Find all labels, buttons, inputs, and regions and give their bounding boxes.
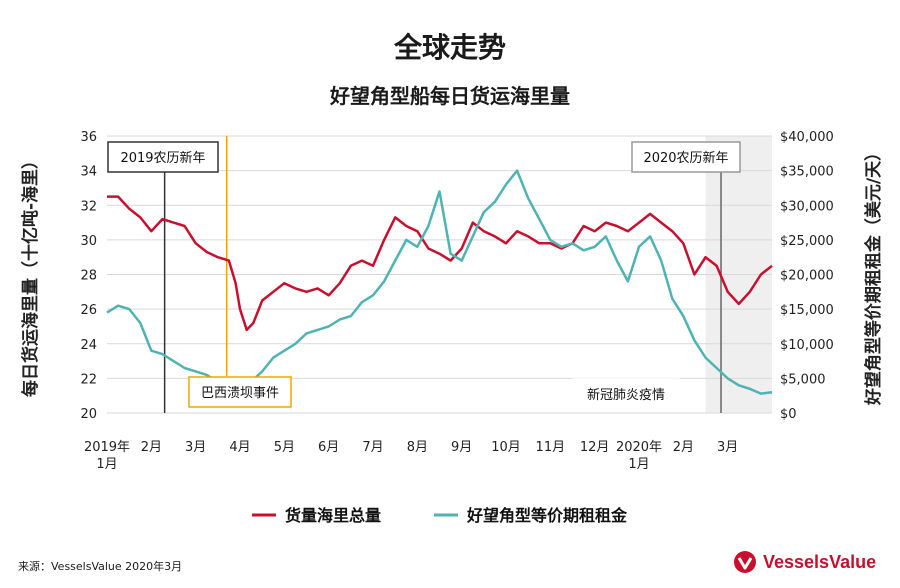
y-right-tick-label: $10,000 (780, 338, 834, 353)
y-left-tick-label: 34 (80, 165, 97, 180)
x-tick-label: 12月 (580, 440, 610, 455)
x-tick-label: 5月 (274, 440, 295, 455)
y-right-tick-label: $30,000 (780, 199, 834, 214)
x-tick-label: 3月 (717, 440, 738, 455)
annotation-cny-2020-box (631, 141, 741, 173)
y-right-tick-label: $20,000 (780, 269, 834, 284)
x-tick-label: 9月 (451, 440, 472, 455)
x-tick-label: 3月 (185, 440, 206, 455)
y-right-tick-label: $25,000 (780, 234, 834, 249)
x-tick-label: 7月 (362, 440, 383, 455)
x-tick-label: 4月 (229, 440, 250, 455)
y-right-tick-label: $0 (780, 407, 797, 422)
chart-title: 全球走势 (393, 31, 506, 64)
y-right-tick-label: $5,000 (780, 372, 826, 387)
y-left-tick-label: 30 (80, 234, 97, 249)
series-line-tonne-miles (107, 195, 773, 332)
y-left-tick-label: 36 (80, 130, 97, 145)
series-line-tce-rate (106, 169, 773, 395)
annotation-dam-collapse-label: 巴西溃坝事件 (201, 386, 279, 401)
vesselsvalue-logo: VesselsValue (733, 550, 876, 574)
y-right-axis-title: 好望角型等价期租租金（美元/天） (863, 144, 884, 406)
y-left-tick-label: 32 (80, 199, 97, 214)
annotation-covid-box (572, 378, 680, 410)
x-tick-label: 2020年 1月 (616, 440, 662, 472)
x-tick-label: 2019年 1月 (84, 440, 130, 472)
y-right-tick-label: $40,000 (780, 130, 834, 145)
annotation-cny-2019-box (107, 141, 219, 173)
y-left-tick-label: 22 (80, 372, 97, 387)
y-right-tick-label: $35,000 (780, 165, 834, 180)
x-tick-label: 10月 (491, 440, 521, 455)
annotation-cny-2020-label: 2020农历新年 (643, 150, 728, 166)
logo-text: VesselsValue (763, 551, 877, 572)
y-left-tick-label: 20 (80, 407, 97, 422)
legend-label-tonne-miles: 货量海里总量 (285, 506, 381, 525)
x-tick-label: 2月 (673, 440, 694, 455)
annotation-dam-collapse-box (188, 376, 292, 408)
x-tick-label: 11月 (536, 440, 566, 455)
line-chart: 20 22 24 26 28 30 32 34 36 $0 $5,000 $10,000 $15,000… (20, 130, 884, 525)
source-note: 来源：VesselsValue 2020年3月 (18, 560, 183, 573)
annotation-covid-label: 新冠肺炎疫情 (587, 387, 665, 403)
y-left-tick-label: 26 (80, 303, 97, 318)
logo-mark-icon (734, 551, 756, 573)
x-tick-label: 6月 (318, 440, 339, 455)
x-tick-label: 8月 (407, 440, 428, 455)
y-left-tick-label: 28 (80, 269, 97, 284)
annotation-cny-2019-label: 2019农历新年 (120, 150, 205, 166)
legend-label-tce-rate: 好望角型等价期租租金 (466, 506, 628, 525)
y-left-tick-label: 24 (80, 338, 97, 353)
chart-subtitle: 好望角型船每日货运海里量 (330, 84, 570, 108)
y-right-tick-label: $15,000 (780, 303, 834, 318)
y-left-axis-title: 每日货运海里量（十亿吨-海里） (20, 152, 41, 397)
x-tick-label: 2月 (141, 440, 162, 455)
